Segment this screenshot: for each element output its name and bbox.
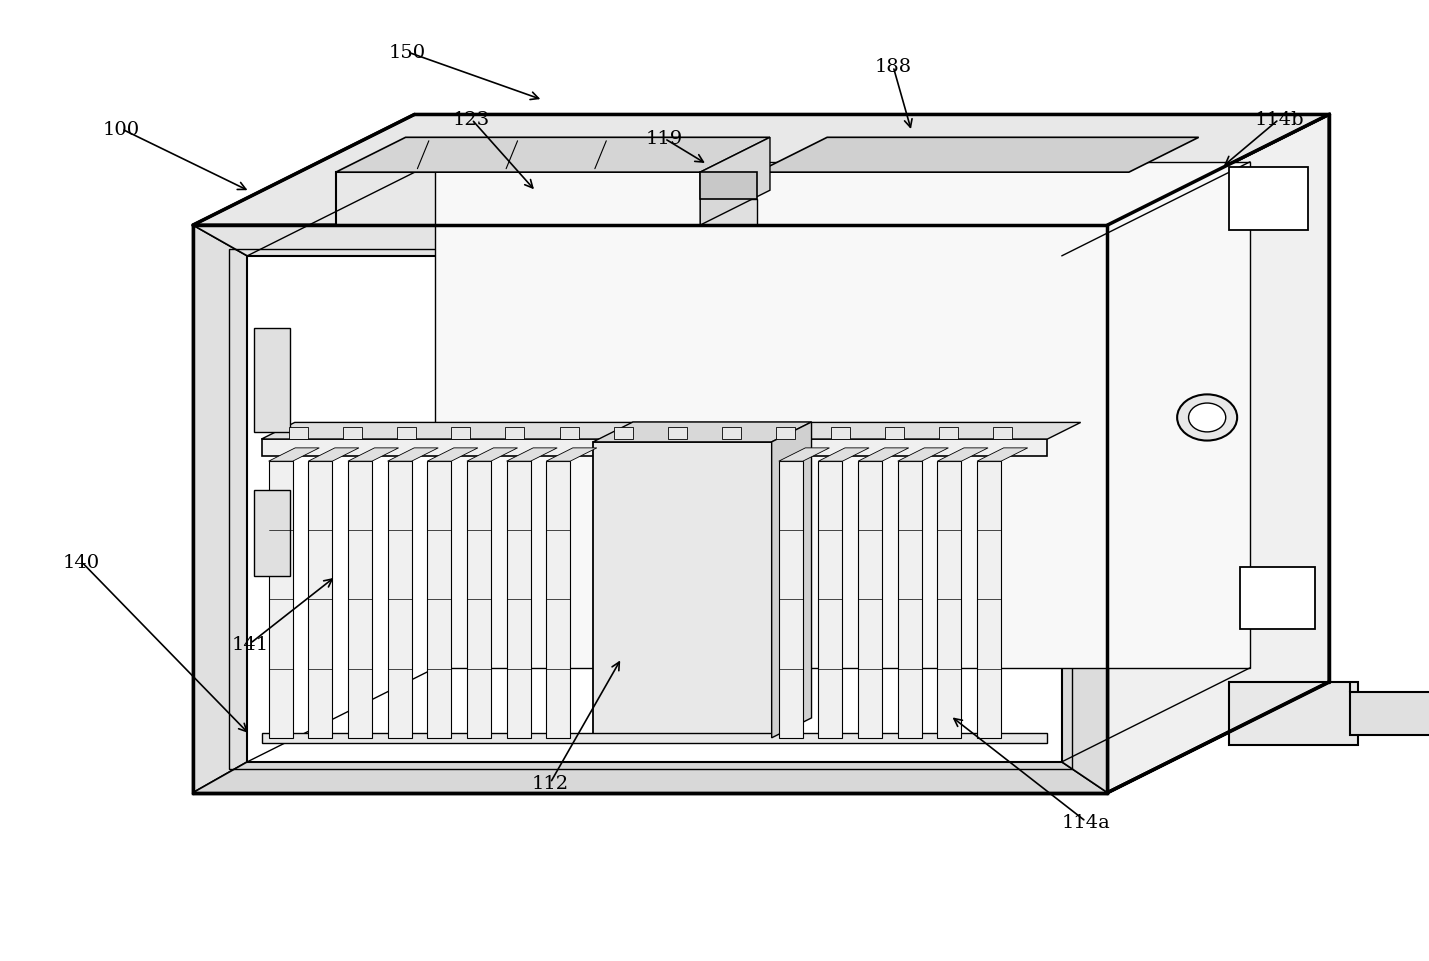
Text: 150: 150 (389, 44, 426, 62)
Polygon shape (857, 449, 909, 461)
Polygon shape (336, 173, 700, 226)
Polygon shape (269, 449, 319, 461)
Polygon shape (1062, 226, 1107, 793)
Polygon shape (193, 762, 1107, 793)
Polygon shape (897, 461, 922, 738)
Text: 141: 141 (231, 635, 269, 653)
Polygon shape (349, 461, 372, 738)
Text: 114b: 114b (1255, 111, 1303, 129)
Polygon shape (193, 115, 1329, 226)
Polygon shape (772, 423, 812, 738)
Polygon shape (254, 328, 290, 433)
Polygon shape (779, 449, 829, 461)
Polygon shape (397, 428, 416, 439)
Polygon shape (939, 428, 957, 439)
Polygon shape (546, 461, 570, 738)
Polygon shape (1107, 115, 1329, 793)
Polygon shape (336, 138, 770, 173)
Polygon shape (269, 461, 293, 738)
Ellipse shape (1177, 395, 1238, 441)
Polygon shape (897, 449, 949, 461)
Polygon shape (819, 461, 843, 738)
Polygon shape (667, 428, 687, 439)
Polygon shape (885, 428, 903, 439)
Polygon shape (1229, 168, 1308, 231)
Polygon shape (819, 449, 869, 461)
Polygon shape (247, 257, 1062, 762)
Polygon shape (937, 449, 987, 461)
Polygon shape (467, 449, 517, 461)
Polygon shape (700, 200, 757, 226)
Polygon shape (254, 490, 290, 576)
Polygon shape (387, 449, 439, 461)
Polygon shape (757, 138, 1199, 173)
Polygon shape (593, 423, 812, 442)
Polygon shape (262, 423, 1080, 439)
Polygon shape (452, 428, 470, 439)
Polygon shape (436, 162, 1250, 668)
Polygon shape (506, 461, 530, 738)
Polygon shape (193, 226, 247, 793)
Polygon shape (427, 449, 477, 461)
Polygon shape (560, 428, 579, 439)
Polygon shape (857, 461, 882, 738)
Polygon shape (1240, 567, 1315, 629)
Text: 100: 100 (103, 121, 140, 138)
Text: 140: 140 (63, 554, 100, 571)
Polygon shape (262, 439, 1047, 456)
Polygon shape (343, 428, 362, 439)
Text: 119: 119 (646, 131, 683, 148)
Polygon shape (309, 449, 359, 461)
Text: 112: 112 (532, 775, 569, 792)
Ellipse shape (1189, 404, 1226, 432)
Polygon shape (776, 428, 796, 439)
Polygon shape (614, 428, 633, 439)
Polygon shape (937, 461, 962, 738)
Polygon shape (1350, 692, 1429, 735)
Polygon shape (700, 138, 770, 226)
Polygon shape (779, 461, 803, 738)
Polygon shape (830, 428, 850, 439)
Polygon shape (262, 733, 1047, 743)
Polygon shape (467, 461, 492, 738)
Polygon shape (593, 442, 772, 738)
Polygon shape (977, 461, 1002, 738)
Polygon shape (309, 461, 333, 738)
Text: 188: 188 (875, 59, 912, 76)
Polygon shape (993, 428, 1012, 439)
Polygon shape (387, 461, 412, 738)
Polygon shape (700, 173, 757, 200)
Polygon shape (506, 449, 557, 461)
Polygon shape (193, 226, 1107, 793)
Polygon shape (722, 428, 742, 439)
Polygon shape (977, 449, 1027, 461)
Text: 123: 123 (453, 111, 490, 129)
Polygon shape (1229, 682, 1358, 745)
Polygon shape (757, 173, 1129, 226)
Polygon shape (349, 449, 399, 461)
Polygon shape (289, 428, 307, 439)
Polygon shape (506, 428, 524, 439)
Polygon shape (546, 449, 597, 461)
Text: 114a: 114a (1062, 813, 1110, 830)
Polygon shape (427, 461, 452, 738)
Polygon shape (193, 226, 1107, 257)
